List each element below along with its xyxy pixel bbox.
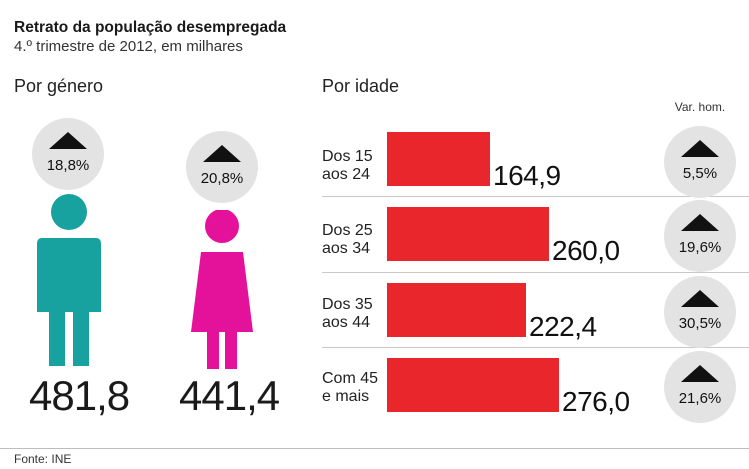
female-person-icon [191,210,253,369]
source-note: Fonte: INE [14,452,72,466]
yoy-change-header: Var. hom. [674,100,726,114]
female-value-label: 441,4 [179,372,280,419]
age-bar [387,283,526,337]
chart-title: Retrato da população desempregada [14,19,287,36]
age-bar [387,207,549,261]
age-section-label: Por idade [322,76,400,96]
up-arrow-icon [681,365,719,382]
age-change-badge: 30,5% [664,276,736,348]
age-change-badge: 19,6% [664,200,736,272]
up-arrow-icon [49,132,87,149]
age-change-value: 5,5% [682,165,718,182]
female-change-value: 20,8% [200,170,244,187]
age-change-value: 30,5% [678,315,722,332]
age-category-label: Com 45 e mais [322,370,379,405]
age-change-badge: 5,5% [664,126,736,198]
age-bar-value: 260,0 [552,235,620,266]
age-bar [387,132,490,186]
row-divider [322,347,749,348]
up-arrow-icon [681,214,719,231]
row-divider [322,272,749,273]
age-change-value: 21,6% [678,390,722,407]
male-change-badge: 18,8% [32,118,104,190]
footer-divider [0,448,749,449]
chart-subtitle: 4.º trimestre de 2012, em milhares [14,38,243,55]
age-bar-value: 222,4 [529,311,597,342]
up-arrow-icon [681,140,719,157]
age-bar-value: 164,9 [493,160,561,191]
up-arrow-icon [203,145,241,162]
up-arrow-icon [681,290,719,307]
age-category-label: Dos 15 aos 24 [322,148,373,183]
age-bar [387,358,559,412]
male-value-label: 481,8 [29,372,130,419]
female-change-badge: 20,8% [186,131,258,203]
age-change-badge: 21,6% [664,351,736,423]
age-change-value: 19,6% [678,239,722,256]
gender-section-label: Por género [14,76,104,96]
age-bar-value: 276,0 [562,386,630,417]
male-change-value: 18,8% [46,157,90,174]
age-category-label: Dos 35 aos 44 [322,296,373,331]
row-divider [322,196,749,197]
age-category-label: Dos 25 aos 34 [322,222,373,257]
male-person-icon [37,194,101,366]
